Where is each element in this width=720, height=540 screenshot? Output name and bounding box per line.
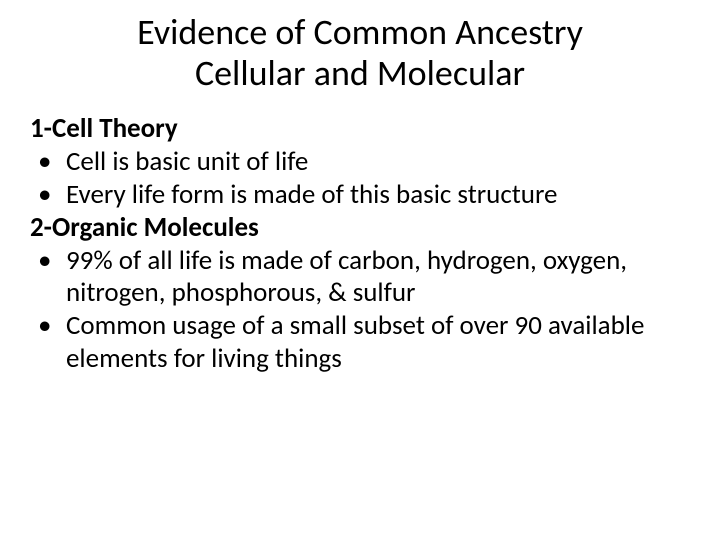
bullet-icon: •	[30, 245, 66, 311]
bullet-text: 99% of all life is made of carbon, hydro…	[66, 245, 690, 311]
slide: Evidence of Common Ancestry Cellular and…	[0, 0, 720, 540]
bullet-text: Every life form is made of this basic st…	[66, 179, 690, 212]
bullet-icon: •	[30, 146, 66, 179]
slide-body: 1-Cell Theory • Cell is basic unit of li…	[30, 113, 690, 377]
section-1-heading: 1-Cell Theory	[30, 113, 690, 146]
list-item: • Cell is basic unit of life	[30, 146, 690, 179]
bullet-icon: •	[30, 179, 66, 212]
list-item: • Every life form is made of this basic …	[30, 179, 690, 212]
bullet-text: Cell is basic unit of life	[66, 146, 690, 179]
bullet-text: Common usage of a small subset of over 9…	[66, 310, 690, 376]
section-2-heading: 2-Organic Molecules	[30, 212, 690, 245]
title-line-2: Cellular and Molecular	[195, 51, 525, 95]
slide-title: Evidence of Common Ancestry Cellular and…	[30, 12, 690, 95]
list-item: • Common usage of a small subset of over…	[30, 310, 690, 376]
list-item: • 99% of all life is made of carbon, hyd…	[30, 245, 690, 311]
title-line-1: Evidence of Common Ancestry	[137, 10, 583, 54]
bullet-icon: •	[30, 310, 66, 376]
